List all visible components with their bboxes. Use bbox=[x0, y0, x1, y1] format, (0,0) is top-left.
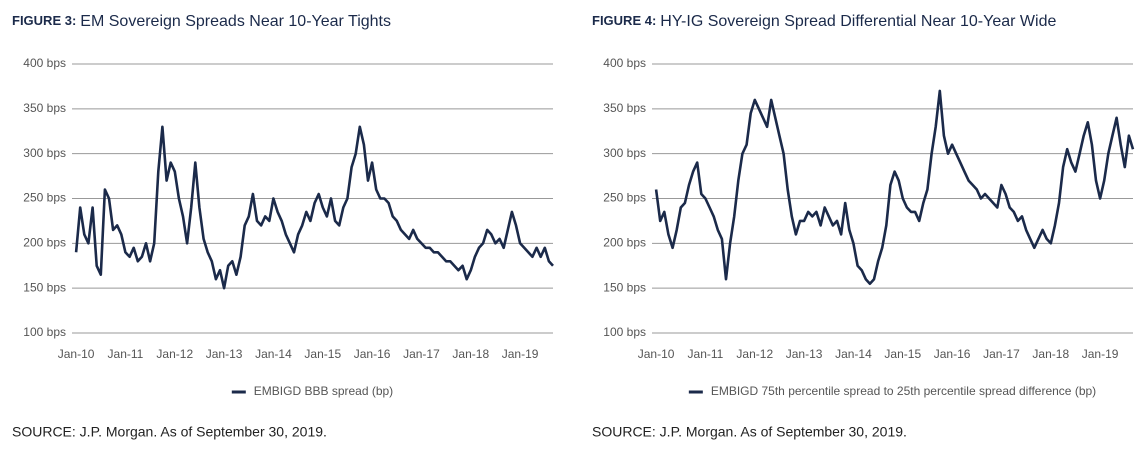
title-text: EM Sovereign Spreads Near 10-Year Tights bbox=[80, 13, 391, 30]
x-tick-label: Jan-15 bbox=[304, 347, 341, 361]
y-tick-label: 150 bps bbox=[603, 280, 646, 294]
series-line bbox=[654, 89, 1135, 285]
x-tick-label: Jan-13 bbox=[206, 347, 243, 361]
x-tick-label: Jan-14 bbox=[835, 347, 872, 361]
x-tick-label: Jan-10 bbox=[638, 347, 675, 361]
y-tick-label: 350 bps bbox=[23, 101, 66, 115]
x-tick-label: Jan-11 bbox=[688, 347, 724, 361]
x-tick-label: Jan-12 bbox=[156, 347, 193, 361]
figure-label: FIGURE 3: bbox=[12, 13, 76, 28]
y-tick-label: 150 bps bbox=[23, 280, 66, 294]
y-tick-label: 200 bps bbox=[603, 236, 646, 250]
source-note: SOURCE: J.P. Morgan. As of September 30,… bbox=[12, 424, 327, 440]
x-tick-label: Jan-11 bbox=[108, 347, 144, 361]
y-tick-label: 250 bps bbox=[23, 191, 66, 205]
y-tick-label: 100 bps bbox=[603, 325, 646, 339]
y-tick-label: 350 bps bbox=[603, 101, 646, 115]
x-tick-label: Jan-16 bbox=[934, 347, 971, 361]
x-tick-label: Jan-18 bbox=[452, 347, 489, 361]
x-tick-label: Jan-14 bbox=[255, 347, 292, 361]
y-tick-label: 400 bps bbox=[23, 56, 66, 70]
series-line bbox=[74, 125, 554, 290]
x-tick-label: Jan-10 bbox=[58, 347, 95, 361]
x-tick-label: Jan-13 bbox=[786, 347, 823, 361]
title-text: HY-IG Sovereign Spread Differential Near… bbox=[660, 13, 1056, 30]
y-tick-label: 200 bps bbox=[23, 236, 66, 250]
y-tick-label: 400 bps bbox=[603, 56, 646, 70]
x-tick-label: Jan-19 bbox=[1082, 347, 1119, 361]
x-tick-label: Jan-19 bbox=[502, 347, 539, 361]
figure-label: FIGURE 4: bbox=[592, 13, 656, 28]
y-tick-label: 100 bps bbox=[23, 325, 66, 339]
y-tick-label: 250 bps bbox=[603, 191, 646, 205]
y-tick-label: 300 bps bbox=[603, 146, 646, 160]
chart-title: FIGURE 3: EM Sovereign Spreads Near 10-Ye… bbox=[12, 13, 391, 30]
x-tick-label: Jan-17 bbox=[983, 347, 1020, 361]
source-note: SOURCE: J.P. Morgan. As of September 30,… bbox=[592, 424, 907, 440]
legend: EMBIGD 75th percentile spread to 25th pe… bbox=[688, 384, 1096, 398]
x-tick-label: Jan-18 bbox=[1032, 347, 1069, 361]
legend-label: EMBIGD BBB spread (bp) bbox=[254, 384, 393, 398]
legend: EMBIGD BBB spread (bp) bbox=[231, 384, 393, 398]
x-tick-label: Jan-17 bbox=[403, 347, 440, 361]
x-tick-label: Jan-16 bbox=[354, 347, 391, 361]
y-tick-label: 300 bps bbox=[23, 146, 66, 160]
legend-label: EMBIGD 75th percentile spread to 25th pe… bbox=[711, 384, 1096, 398]
x-tick-label: Jan-15 bbox=[884, 347, 921, 361]
chart-title: FIGURE 4: HY-IG Sovereign Spread Differen… bbox=[592, 13, 1056, 30]
x-tick-label: Jan-12 bbox=[736, 347, 773, 361]
